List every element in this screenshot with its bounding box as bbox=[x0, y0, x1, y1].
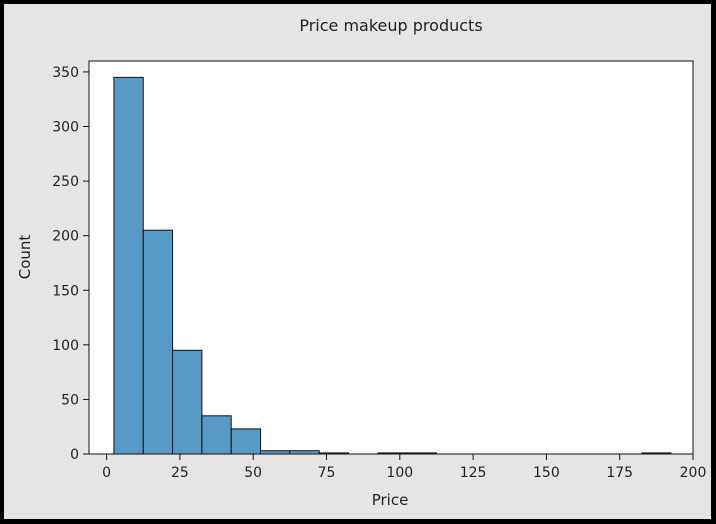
x-tick-label: 0 bbox=[102, 465, 111, 481]
histogram-bar-2 bbox=[172, 349, 203, 455]
histogram-bar-3 bbox=[201, 415, 232, 455]
x-tick-label: 200 bbox=[680, 465, 707, 481]
x-tick-label: 175 bbox=[606, 465, 633, 481]
histogram-bar-0 bbox=[113, 76, 144, 455]
x-tick-label: 75 bbox=[318, 465, 336, 481]
y-tick-label: 200 bbox=[52, 229, 79, 245]
y-tick-label: 150 bbox=[52, 283, 79, 299]
x-tick-label: 50 bbox=[244, 465, 262, 481]
histogram-bar-1 bbox=[142, 229, 174, 455]
y-tick-label: 300 bbox=[52, 120, 79, 136]
histogram-bar-6 bbox=[289, 450, 320, 455]
x-axis-ticks: 0 25 50 75 100 125 150 175 200 bbox=[102, 454, 706, 481]
histogram-bar-5 bbox=[260, 450, 291, 455]
x-tick-label: 100 bbox=[386, 465, 413, 481]
y-tick-label: 50 bbox=[61, 392, 79, 408]
y-tick-label: 0 bbox=[70, 447, 79, 463]
histogram-bar-8 bbox=[377, 452, 408, 455]
x-axis-label: Price bbox=[372, 491, 409, 509]
histogram-bars bbox=[113, 76, 672, 455]
y-axis-label: Count bbox=[16, 235, 34, 280]
histogram-bar-10 bbox=[641, 452, 672, 455]
histogram-bar-9 bbox=[406, 452, 437, 455]
y-tick-label: 100 bbox=[52, 338, 79, 354]
y-axis-ticks: 0 50 100 150 200 250 300 350 bbox=[52, 65, 89, 463]
chart-figure: Price makeup products 0 25 50 75 100 125 150 17… bbox=[4, 4, 711, 519]
y-tick-label: 250 bbox=[52, 174, 79, 190]
x-tick-label: 150 bbox=[533, 465, 560, 481]
y-tick-label: 350 bbox=[52, 65, 79, 81]
histogram-bar-7 bbox=[318, 452, 349, 455]
histogram-chart: Price makeup products 0 25 50 75 100 125 150 17… bbox=[16, 16, 706, 509]
chart-title: Price makeup products bbox=[299, 16, 482, 35]
x-tick-label: 125 bbox=[460, 465, 487, 481]
histogram-bar-4 bbox=[230, 428, 262, 455]
x-tick-label: 25 bbox=[171, 465, 189, 481]
